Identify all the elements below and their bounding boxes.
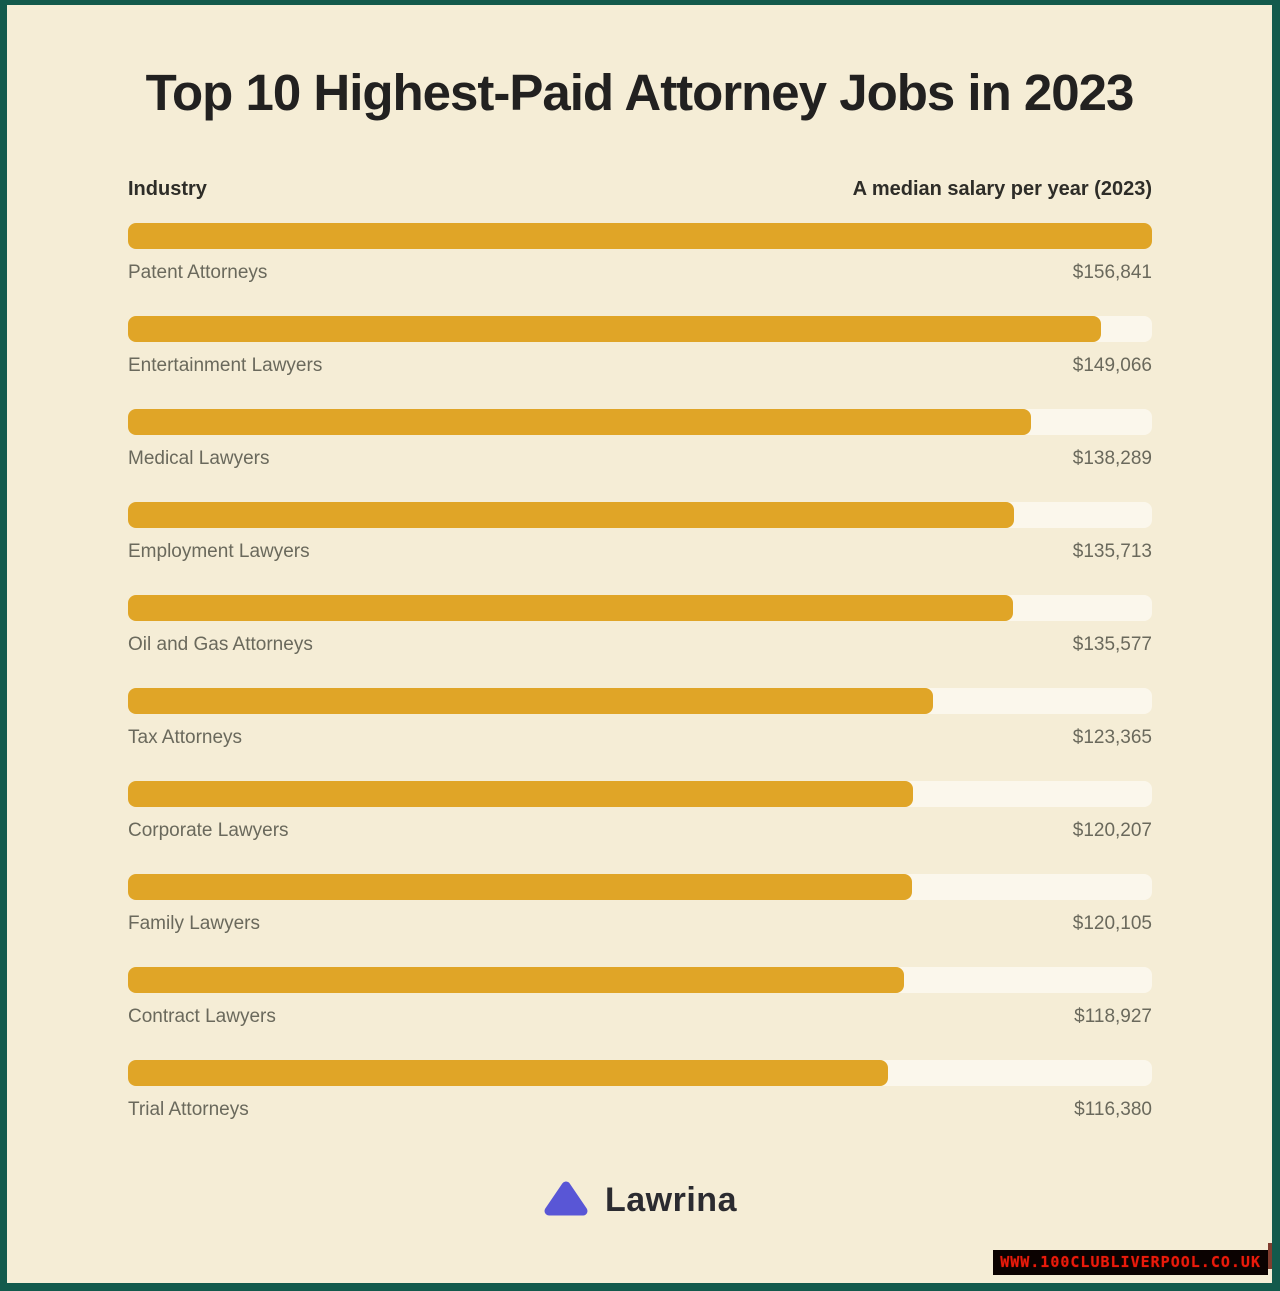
bar-track — [128, 1060, 1152, 1086]
watermark-edge-artifact — [1268, 1243, 1272, 1269]
salary-chart: Industry A median salary per year (2023)… — [128, 178, 1152, 1121]
brand-name: Lawrina — [605, 1180, 737, 1219]
value-label: $120,105 — [1072, 913, 1152, 934]
bar-row: Oil and Gas Attorneys $135,577 — [128, 595, 1152, 656]
bar-track — [128, 781, 1152, 807]
bar — [128, 409, 1031, 435]
bar-track — [128, 502, 1152, 528]
bar-row-labels: Patent Attorneys $156,841 — [128, 262, 1152, 284]
category-label: Family Lawyers — [128, 913, 260, 934]
value-label: $135,713 — [1072, 541, 1152, 562]
bar-row: Family Lawyers $120,105 — [128, 874, 1152, 935]
chart-header: Industry A median salary per year (2023) — [128, 178, 1152, 201]
category-label: Contract Lawyers — [128, 1006, 276, 1027]
value-label: $135,577 — [1072, 634, 1152, 655]
category-label: Trial Attorneys — [128, 1099, 249, 1120]
bar-row-labels: Family Lawyers $120,105 — [128, 913, 1152, 935]
category-label: Medical Lawyers — [128, 448, 270, 469]
value-label: $118,927 — [1074, 1006, 1152, 1027]
bar — [128, 874, 913, 900]
bar-row: Trial Attorneys $116,380 — [128, 1060, 1152, 1121]
bar-row: Medical Lawyers $138,289 — [128, 409, 1152, 470]
value-label: $116,380 — [1074, 1099, 1152, 1120]
category-label: Employment Lawyers — [128, 541, 310, 562]
brand-footer: Lawrina — [7, 1179, 1272, 1221]
bar-row: Tax Attorneys $123,365 — [128, 688, 1152, 749]
category-label: Tax Attorneys — [128, 727, 243, 748]
value-label: $138,289 — [1072, 448, 1152, 469]
salary-column-header: A median salary per year (2023) — [852, 178, 1152, 200]
value-label: $156,841 — [1072, 262, 1152, 283]
bar-track — [128, 967, 1152, 993]
category-label: Oil and Gas Attorneys — [128, 634, 313, 655]
value-label: $123,365 — [1072, 727, 1152, 748]
bar — [128, 502, 1015, 528]
bar — [128, 223, 1152, 249]
bar-row-labels: Medical Lawyers $138,289 — [128, 448, 1152, 470]
bar-track — [128, 688, 1152, 714]
value-label: $149,066 — [1072, 355, 1152, 376]
bar-row: Corporate Lawyers $120,207 — [128, 781, 1152, 842]
lawrina-triangle-logo-icon — [542, 1179, 590, 1221]
watermark: WWW.100CLUBLIVERPOOL.CO.UK — [993, 1243, 1272, 1275]
bar-row-labels: Oil and Gas Attorneys $135,577 — [128, 634, 1152, 656]
bar-row-labels: Corporate Lawyers $120,207 — [128, 820, 1152, 842]
bar-track — [128, 595, 1152, 621]
bar-track — [128, 874, 1152, 900]
bar-row: Contract Lawyers $118,927 — [128, 967, 1152, 1028]
bar — [128, 316, 1102, 342]
category-label: Patent Attorneys — [128, 262, 268, 283]
bar-track — [128, 316, 1152, 342]
bar-row-labels: Trial Attorneys $116,380 — [128, 1099, 1152, 1121]
bar — [128, 781, 913, 807]
bar-row: Entertainment Lawyers $149,066 — [128, 316, 1152, 377]
bar-row-labels: Tax Attorneys $123,365 — [128, 727, 1152, 749]
page-title: Top 10 Highest-Paid Attorney Jobs in 202… — [145, 64, 1135, 121]
bar-row-labels: Employment Lawyers $135,713 — [128, 541, 1152, 563]
bar — [128, 688, 934, 714]
bar-row-labels: Entertainment Lawyers $149,066 — [128, 355, 1152, 377]
industry-column-header: Industry — [128, 178, 207, 200]
bar-track — [128, 409, 1152, 435]
bar — [128, 1060, 888, 1086]
category-label: Entertainment Lawyers — [128, 355, 323, 376]
bar — [128, 967, 905, 993]
bar — [128, 595, 1014, 621]
value-label: $120,207 — [1072, 820, 1152, 841]
bar-track — [128, 223, 1152, 249]
category-label: Corporate Lawyers — [128, 820, 289, 841]
bar-rows: Patent Attorneys $156,841 Entertainment … — [128, 223, 1152, 1121]
bar-row-labels: Contract Lawyers $118,927 — [128, 1006, 1152, 1028]
bar-row: Patent Attorneys $156,841 — [128, 223, 1152, 284]
bar-row: Employment Lawyers $135,713 — [128, 502, 1152, 563]
